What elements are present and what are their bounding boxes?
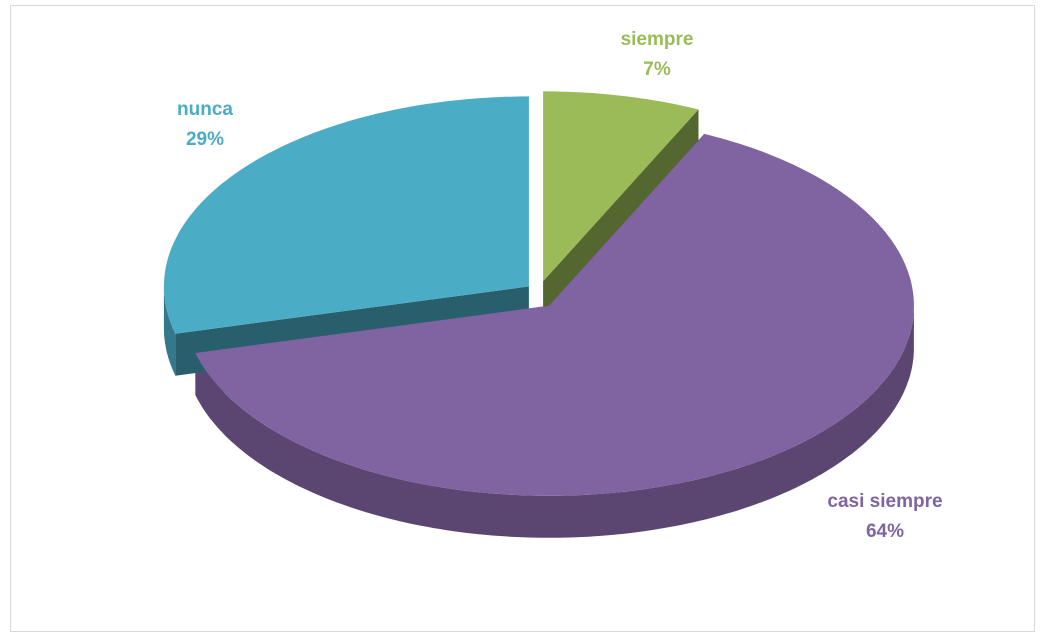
slice-label: nunca (177, 99, 233, 120)
slice-label: siempre (621, 29, 694, 50)
slice-side (195, 305, 914, 538)
slice-side (163, 286, 176, 376)
slice-value-label: 7% (643, 59, 671, 80)
slice-label: casi siempre (827, 491, 942, 512)
slice (195, 133, 914, 496)
slice (163, 96, 529, 334)
slice (543, 91, 699, 282)
slice-value-label: 29% (186, 129, 224, 150)
slice-value-label: 64% (866, 521, 904, 542)
